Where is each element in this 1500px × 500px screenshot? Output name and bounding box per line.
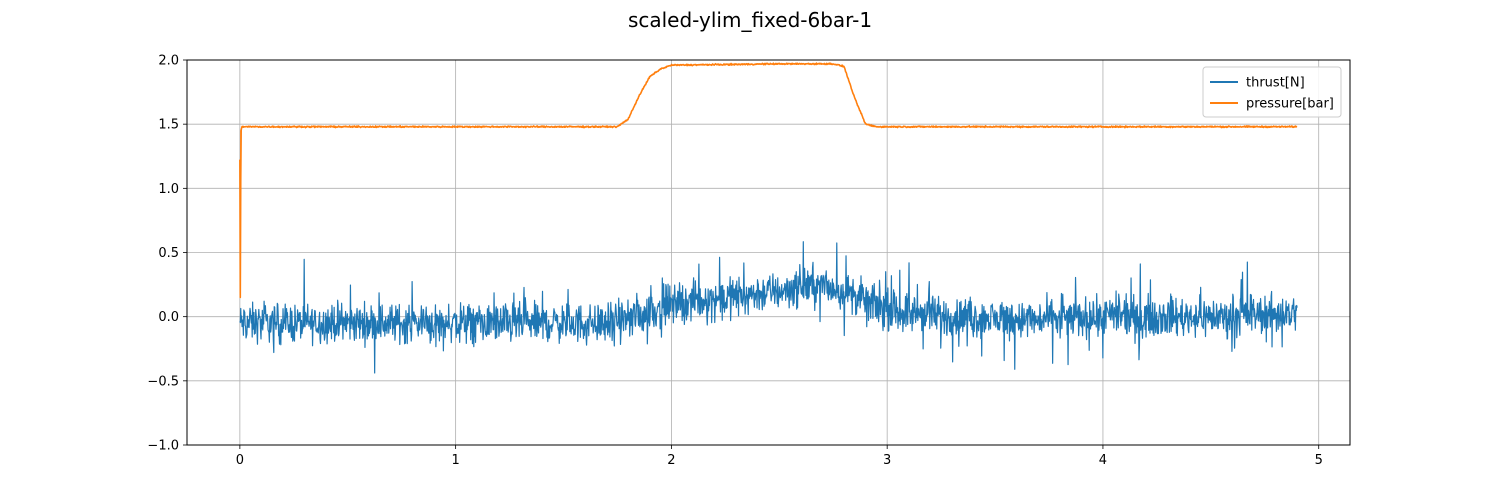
x-tick-label: 2	[667, 453, 675, 468]
axis-ticks: 0 1 2 3 4 5 −1.0 −0.5 0.0 0.5 1.0 1.5 2.0	[147, 54, 1322, 469]
y-tick-label: 2.0	[158, 54, 179, 69]
legend-label: pressure[bar]	[1246, 97, 1334, 112]
legend-label: thrust[N]	[1246, 76, 1305, 91]
y-tick-label: 0.5	[158, 246, 179, 261]
y-tick-label: 1.5	[158, 118, 179, 133]
series-layer	[239, 62, 1298, 374]
x-tick-label: 3	[883, 453, 891, 468]
x-tick-label: 0	[236, 453, 244, 468]
legend: thrust[N] pressure[bar]	[1202, 66, 1342, 118]
x-tick-label: 4	[1099, 453, 1107, 468]
legend-box	[1202, 66, 1342, 118]
y-tick-label: 1.0	[158, 182, 179, 197]
chart-title: scaled-ylim_fixed-6bar-1	[627, 8, 873, 32]
y-tick-label: −0.5	[147, 374, 179, 389]
series-line-thrust	[239, 241, 1298, 374]
y-tick-label: 0.0	[158, 310, 179, 325]
x-tick-label: 1	[451, 453, 459, 468]
series-line-pressure	[239, 62, 1298, 299]
x-tick-label: 5	[1315, 453, 1323, 468]
grid-lines	[187, 59, 1350, 446]
y-tick-label: −1.0	[147, 439, 179, 454]
